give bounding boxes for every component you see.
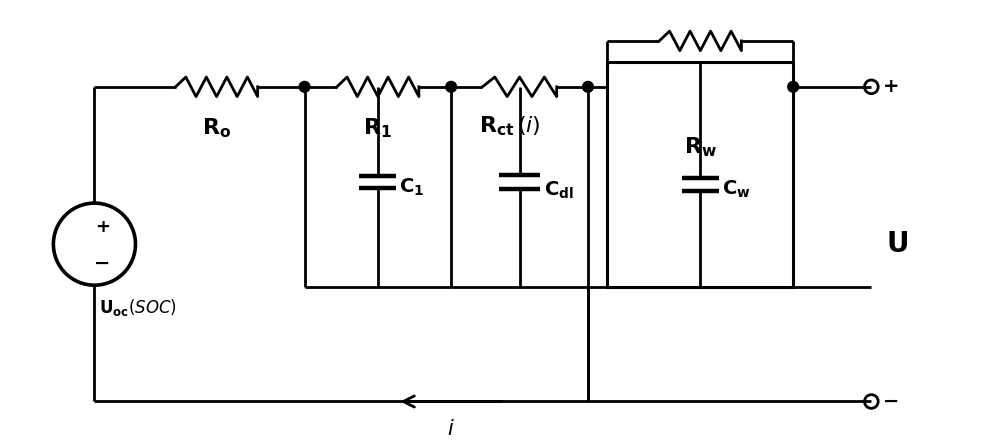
Bar: [607, 62, 793, 287]
Circle shape: [583, 82, 593, 92]
Text: $\mathit{(i)}$: $\mathit{(i)}$: [517, 114, 541, 137]
Text: $\mathbf{R_o}$: $\mathbf{R_o}$: [202, 116, 231, 140]
Text: $\mathbf{C_1}$: $\mathbf{C_1}$: [399, 176, 424, 198]
Text: $\mathbf{R_{ct}}$: $\mathbf{R_{ct}}$: [479, 114, 515, 138]
Circle shape: [446, 82, 457, 92]
Text: $\mathbf{C_w}$: $\mathbf{C_w}$: [722, 179, 750, 200]
Text: $\mathbf{C_{dl}}$: $\mathbf{C_{dl}}$: [544, 179, 574, 201]
Text: $\mathbf{R_1}$: $\mathbf{R_1}$: [363, 116, 392, 140]
Text: +: +: [95, 218, 110, 235]
Text: $\mathbf{U}$: $\mathbf{U}$: [886, 230, 908, 258]
Text: −: −: [94, 254, 110, 273]
Circle shape: [788, 82, 799, 92]
Text: $\mathbf{U_{oc}}$$\mathit{(SOC)}$: $\mathbf{U_{oc}}$$\mathit{(SOC)}$: [99, 297, 177, 318]
Text: $\it{i}$: $\it{i}$: [447, 419, 455, 439]
Text: $\mathbf{R_w}$: $\mathbf{R_w}$: [684, 136, 717, 159]
Text: −: −: [883, 392, 899, 411]
Text: +: +: [883, 77, 900, 96]
Circle shape: [299, 82, 310, 92]
